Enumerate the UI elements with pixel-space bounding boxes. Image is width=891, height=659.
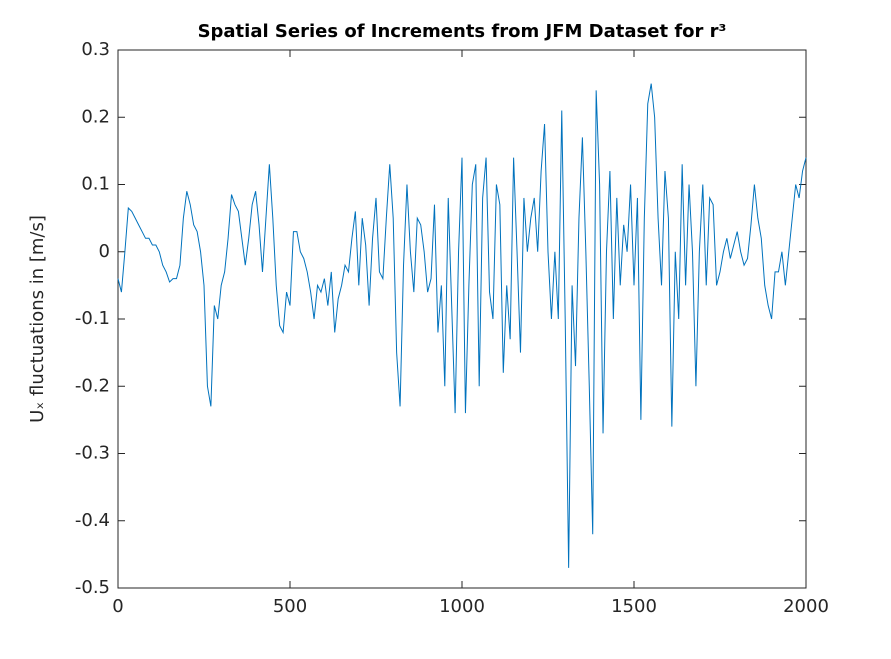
- y-tick-label: -0.3: [75, 443, 110, 464]
- y-tick-label: -0.2: [75, 375, 110, 396]
- y-tick-label: -0.4: [75, 510, 110, 531]
- y-tick-label: 0.2: [81, 106, 110, 127]
- y-tick-label: 0.3: [81, 39, 110, 60]
- y-tick-label: 0.1: [81, 174, 110, 195]
- x-tick-label: 1500: [611, 596, 657, 617]
- y-tick-label: -0.5: [75, 577, 110, 598]
- x-tick-label: 2000: [783, 596, 829, 617]
- data-line: [117, 83, 807, 568]
- y-axis-label: Uₓ fluctuations in [m/s]: [27, 215, 48, 423]
- x-tick-label: 0: [112, 596, 123, 617]
- x-tick-label: 1000: [439, 596, 485, 617]
- chart-title: Spatial Series of Increments from JFM Da…: [198, 21, 727, 42]
- x-tick-label: 500: [273, 596, 307, 617]
- y-tick-label: 0: [99, 241, 110, 262]
- y-tick-label: -0.1: [75, 308, 110, 329]
